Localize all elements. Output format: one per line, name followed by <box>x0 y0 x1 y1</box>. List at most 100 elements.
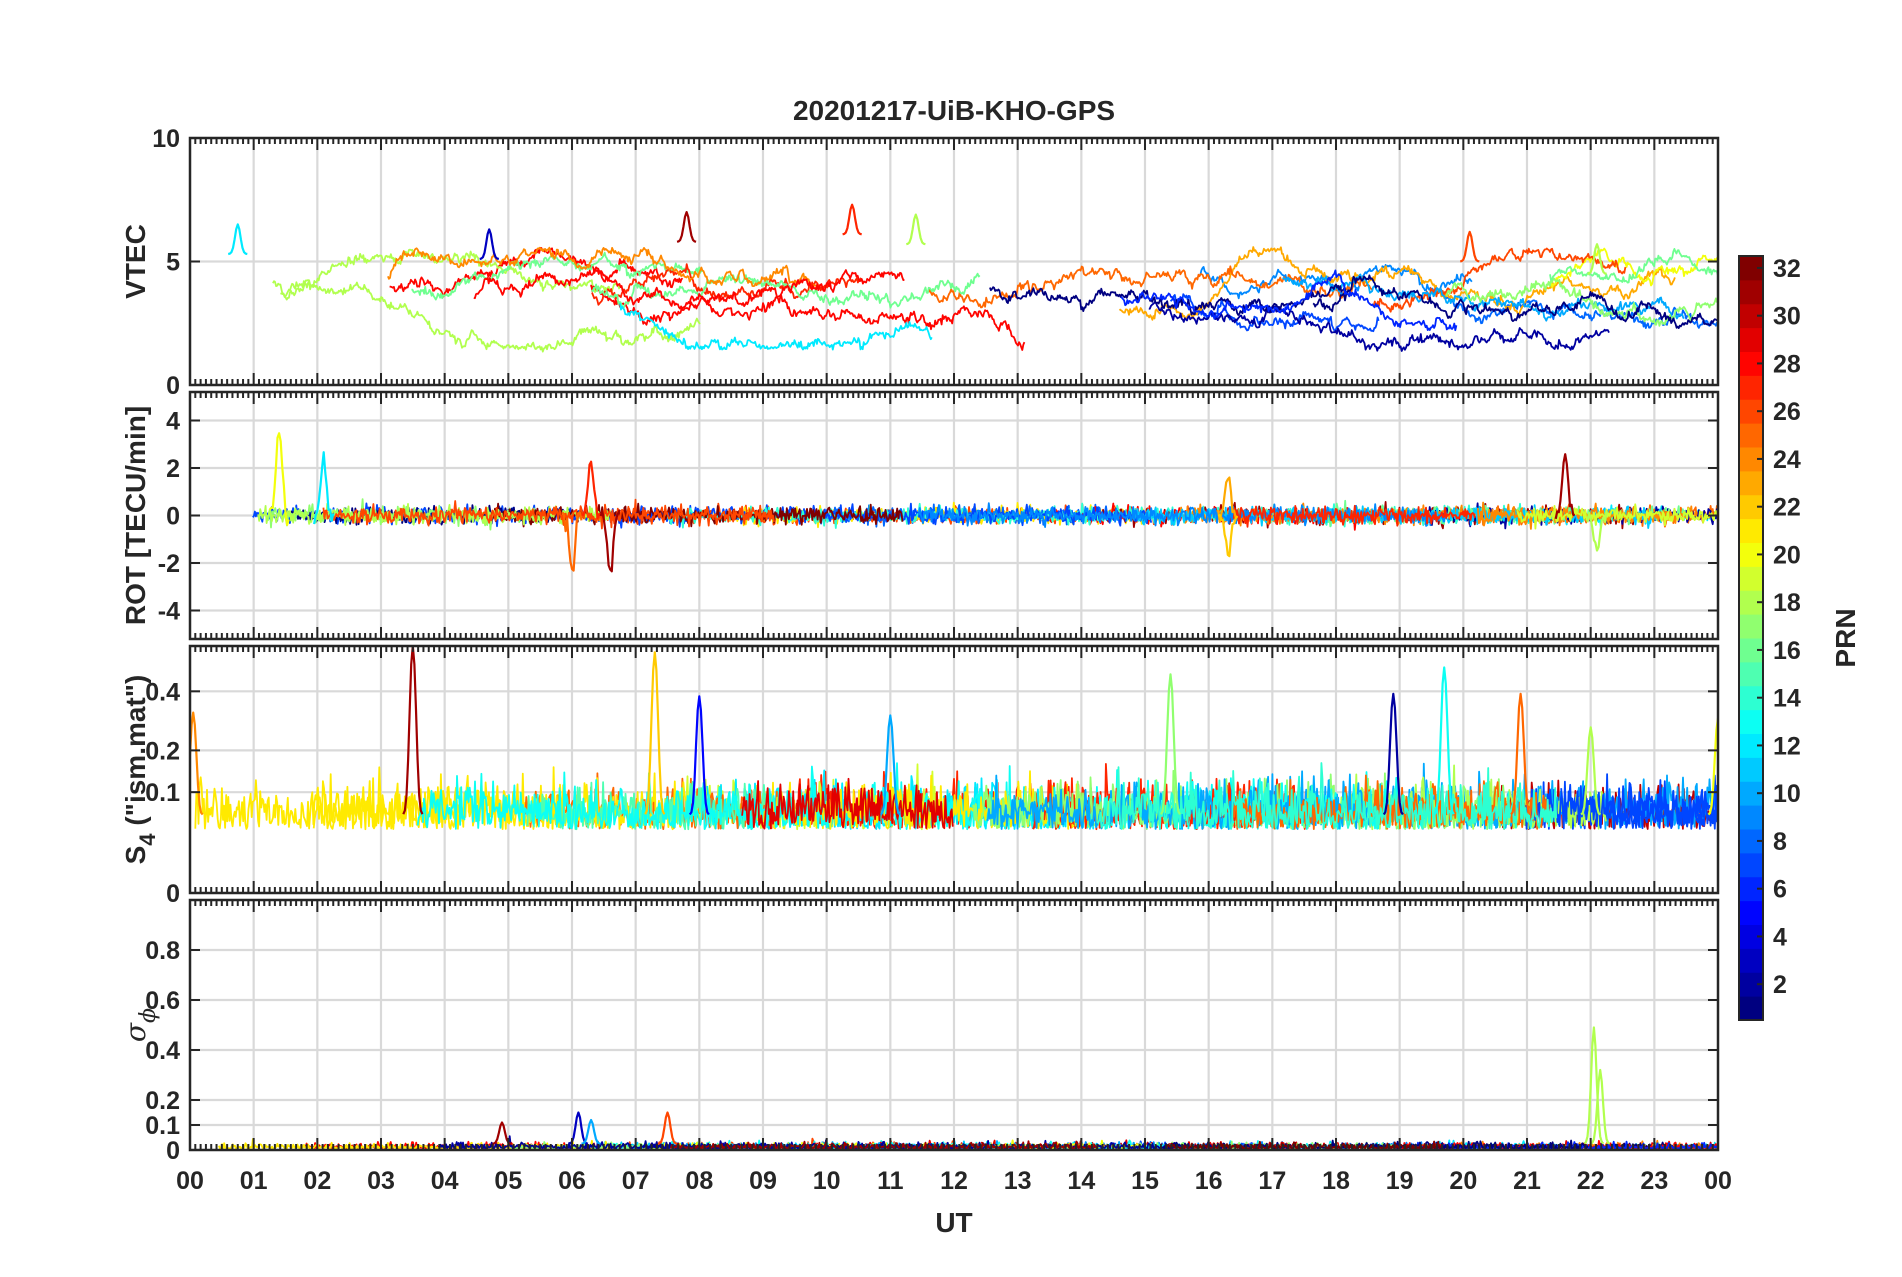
colorbar-swatch <box>1739 566 1763 591</box>
x-tick-labels: 00 01 02 03 04 05 06 07 08 09 10 11 12 13 14 15 16 17 18 19… <box>176 1167 1732 1195</box>
x-tick-label: 13 <box>1004 1167 1032 1195</box>
series-line <box>272 280 701 353</box>
y-axis-label: S4 ("ism.mat") <box>120 675 160 865</box>
panel-rot: -4 -2 0 2 4 ROT [TECU/min] <box>120 390 1720 641</box>
panel-s4: 0 0.1 0.2 0.4S4 ("ism.mat") <box>120 644 1720 908</box>
data-spike <box>676 211 697 243</box>
colorbar-tick-label: 26 <box>1773 398 1801 426</box>
colorbar-swatch <box>1739 709 1763 734</box>
colorbar-label: PRN <box>1830 608 1861 667</box>
x-axis-label: UT <box>935 1207 972 1238</box>
series-line <box>1120 269 1458 332</box>
x-tick-label: 03 <box>367 1167 395 1195</box>
x-tick-label: 22 <box>1577 1167 1605 1195</box>
x-tick-label: 02 <box>303 1167 331 1195</box>
x-tick-label: 10 <box>813 1167 841 1195</box>
x-ticks <box>189 392 1719 639</box>
series-line <box>387 246 819 290</box>
chart-title: 20201217-UiB-KHO-GPS <box>793 95 1115 126</box>
y-tick-label: 0 <box>166 1137 180 1165</box>
data-spike <box>1159 673 1181 815</box>
data-spike <box>581 460 601 520</box>
colorbar-swatch <box>1739 375 1763 400</box>
data-spike <box>1580 726 1601 816</box>
series-line <box>322 500 775 530</box>
x-tick-label: 21 <box>1513 1167 1541 1195</box>
colorbar-swatch <box>1739 423 1763 448</box>
series-group <box>190 646 1718 831</box>
series-line <box>1096 762 1558 831</box>
x-tick-label: 00 <box>1704 1167 1732 1195</box>
colorbar-swatch <box>1739 518 1763 543</box>
colorbar-tick-label: 6 <box>1773 876 1787 904</box>
data-spike <box>268 432 290 527</box>
colorbar-tick-label: 20 <box>1773 541 1801 569</box>
y-axis-label: ROT [TECU/min] <box>120 406 151 625</box>
colorbar-tick-label: 24 <box>1773 446 1801 474</box>
series-line <box>473 266 905 321</box>
x-tick-label: 01 <box>240 1167 268 1195</box>
y-tick-label: 5 <box>166 249 180 277</box>
colorbar-tick-label: 32 <box>1773 255 1801 283</box>
y-tick-label: 0.8 <box>145 937 180 965</box>
grid <box>190 900 1718 1150</box>
x-tick-label: 20 <box>1449 1167 1477 1195</box>
data-spike <box>1459 230 1480 263</box>
y-tick-label: 0.2 <box>145 737 180 765</box>
data-spike <box>561 511 583 572</box>
colorbar-tick-label: 2 <box>1773 971 1787 999</box>
y-tick-label: 0.4 <box>145 1037 180 1065</box>
y-tick-label: -2 <box>158 550 180 578</box>
y-tick-label: 0.1 <box>145 779 180 807</box>
series-line <box>989 283 1351 316</box>
data-spike <box>879 714 901 816</box>
y-axis-label: σϕ <box>119 1008 161 1042</box>
x-ticks <box>189 900 1719 1150</box>
series-line <box>619 303 933 351</box>
series-line <box>1516 503 1718 530</box>
x-tick-label: 15 <box>1131 1167 1159 1195</box>
colorbar-tick-label: 10 <box>1773 780 1801 808</box>
series-line <box>1549 247 1718 284</box>
series-line <box>1550 247 1718 289</box>
series-line <box>1312 274 1718 330</box>
x-tick-label: 04 <box>431 1167 459 1195</box>
series-line <box>257 502 613 526</box>
series-line <box>590 284 1026 351</box>
y-tick-label: 0.1 <box>145 1112 180 1140</box>
colorbar-tick-label: 22 <box>1773 494 1801 522</box>
data-spike <box>402 646 424 815</box>
data-spike <box>1554 453 1576 520</box>
x-tick-label: 16 <box>1195 1167 1223 1195</box>
colorbar-swatch <box>1739 996 1763 1021</box>
series-line <box>389 246 684 298</box>
series-group <box>227 203 1718 353</box>
series-line <box>1524 780 1718 830</box>
data-spike <box>599 509 621 573</box>
x-tick-label: 09 <box>749 1167 777 1195</box>
data-spike <box>1217 476 1238 524</box>
x-tick-label: 17 <box>1258 1167 1286 1195</box>
series-line <box>1148 300 1610 352</box>
x-tick-label: 23 <box>1640 1167 1668 1195</box>
colorbar-swatch <box>1739 327 1763 352</box>
series-line <box>1282 273 1685 322</box>
series-group <box>252 432 1718 573</box>
colorbar-tick-label: 30 <box>1773 303 1801 331</box>
panel-vtec: 0 5 10 VTEC <box>120 125 1720 400</box>
colorbar-tick-label: 14 <box>1773 685 1801 713</box>
colorbar-swatch <box>1739 757 1763 782</box>
grid <box>190 138 1718 385</box>
data-spike <box>1707 717 1718 816</box>
y-tick-label: 0 <box>166 372 180 400</box>
y-tick-label: -4 <box>158 598 180 626</box>
data-spike <box>644 651 666 815</box>
y-tick-label: 0 <box>166 503 180 531</box>
colorbar-swatch <box>1739 852 1763 878</box>
data-spike <box>688 695 710 816</box>
data-spike <box>190 711 204 816</box>
series-line <box>411 251 704 301</box>
